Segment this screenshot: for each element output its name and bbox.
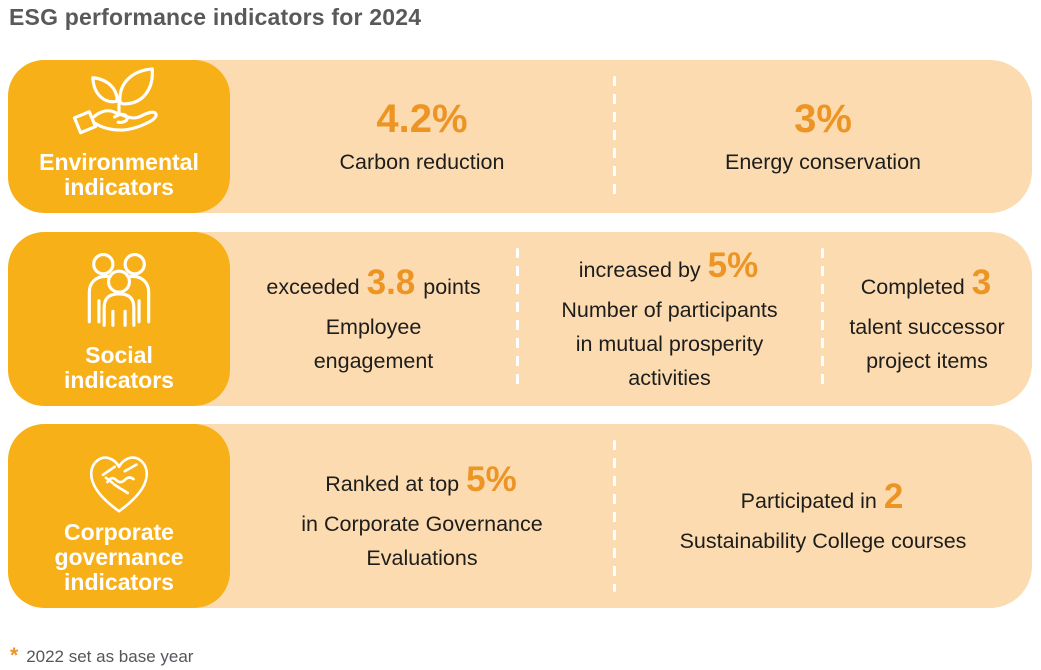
metric-value: 3 <box>971 263 992 302</box>
dashed-divider <box>821 248 824 390</box>
footnote: * 2022 set as base year <box>10 644 193 668</box>
hand-plant-icon <box>61 67 177 150</box>
metric-talent-successor: Completed 3 talent successor project item… <box>822 232 1032 406</box>
page-title: ESG performance indicators for 2024 <box>9 4 422 30</box>
metric-label: Number of participants <box>561 298 778 322</box>
metric-label: in Corporate Governance <box>301 512 543 536</box>
dashed-divider <box>613 76 616 197</box>
social-badge: Social indicators <box>8 232 230 406</box>
metric-value: 5% <box>707 246 759 285</box>
dashed-divider <box>516 248 519 390</box>
metric-label: Evaluations <box>366 546 478 570</box>
metric-headline: increased by 5% <box>578 246 759 285</box>
people-group-icon <box>61 242 177 343</box>
metric-value: 5% <box>466 460 517 499</box>
metric-headline: Completed 3 <box>860 263 992 302</box>
metric-value: 3% <box>794 96 852 141</box>
metric-headline: Participated in 2 <box>740 477 904 516</box>
metric-label: engagement <box>313 349 434 373</box>
metric-value: 4.2% <box>376 96 468 141</box>
metric-value: 2 <box>883 477 904 516</box>
metric-headline: Ranked at top 5% <box>325 460 517 499</box>
dashed-divider <box>613 440 616 592</box>
metric-label: activities <box>628 366 711 390</box>
metric-label: talent successor <box>849 315 1005 339</box>
metric-label: Sustainability College courses <box>679 529 967 553</box>
metric-carbon-reduction: 4.2% Carbon reduction <box>230 60 614 213</box>
badge-label: Environmental indicators <box>39 149 199 200</box>
metric-value: 3.8 <box>366 263 416 302</box>
badge-label: Social indicators <box>64 342 174 393</box>
metric-label: Carbon reduction <box>339 149 505 174</box>
metric-label: in mutual prosperity <box>575 332 764 356</box>
metric-label: Employee <box>325 315 422 339</box>
footnote-text: 2022 set as base year <box>26 647 194 666</box>
row-corporate-governance: Ranked at top 5% in Corporate Governance … <box>8 424 1032 608</box>
metric-energy-conservation: 3% Energy conservation <box>614 60 1032 213</box>
row-social: exceeded 3.8 points Employee engagement i… <box>8 232 1032 406</box>
environmental-badge: Environmental indicators <box>8 60 230 213</box>
metric-label: project items <box>866 349 988 373</box>
governance-badge: Corporate governance indicators <box>8 424 230 608</box>
asterisk-icon: * <box>10 644 19 667</box>
metric-sustainability-college: Participated in 2 Sustainability College … <box>614 424 1032 608</box>
metric-headline: exceeded 3.8 points <box>266 263 481 302</box>
row-environmental: 4.2% Carbon reduction 3% Energy conserva… <box>8 60 1032 213</box>
badge-label: Corporate governance indicators <box>54 519 184 595</box>
metric-label: Energy conservation <box>725 149 921 174</box>
handshake-heart-icon <box>67 434 171 520</box>
metric-governance-ranking: Ranked at top 5% in Corporate Governance … <box>230 424 614 608</box>
metric-prosperity-participants: increased by 5% Number of participants in… <box>517 232 822 406</box>
metric-employee-engagement: exceeded 3.8 points Employee engagement <box>230 232 517 406</box>
